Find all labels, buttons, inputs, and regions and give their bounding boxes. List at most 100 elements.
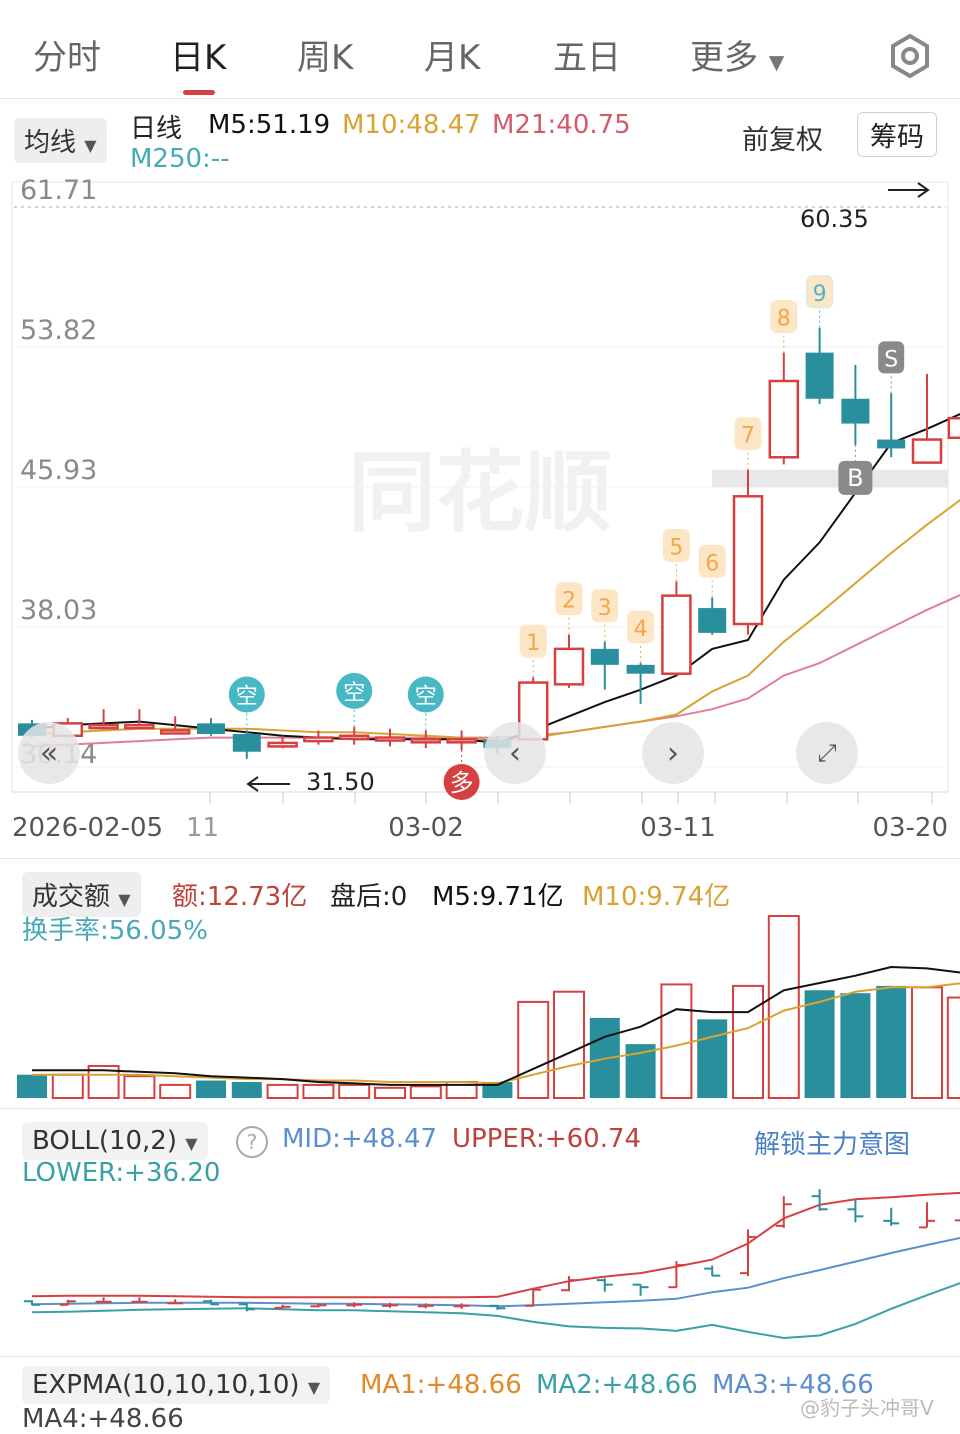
boll-lower-value: LOWER:+36.20 <box>22 1158 221 1188</box>
candle-body <box>698 608 727 633</box>
panel-divider <box>0 1356 960 1357</box>
candle-body <box>446 738 477 744</box>
high-price-label: 60.35 <box>800 205 869 233</box>
signal-tag-label: 空 <box>415 684 437 709</box>
support-band <box>712 469 948 488</box>
tab-weekly-k[interactable]: 周K <box>297 38 354 78</box>
volume-bar <box>196 1080 226 1098</box>
low-price-label: 31.50 <box>306 768 375 796</box>
signal-tag-bg <box>627 610 655 644</box>
volume-bar <box>302 1083 335 1099</box>
expma-ma2-value: MA2:+48.66 <box>536 1370 698 1400</box>
candle-body <box>877 439 906 449</box>
tab-daily-k[interactable]: 日K <box>170 38 227 78</box>
candle-body <box>124 723 155 730</box>
signal-tag-label: 7 <box>741 424 755 449</box>
signal-tag-bg <box>662 528 690 562</box>
volume-bar <box>338 1083 371 1099</box>
volume-m10-value: M10:9.74亿 <box>582 882 731 912</box>
boll-upper-value: UPPER:+60.74 <box>452 1124 642 1154</box>
x-tick-label: 03-20 <box>872 813 948 843</box>
m5-value: M5:51.19 <box>208 110 331 140</box>
tab-five-day[interactable]: 五日 <box>553 38 621 78</box>
volume-bar <box>51 1073 84 1099</box>
volume-m5-line <box>32 965 960 1086</box>
tab-more[interactable]: 更多 ▼ <box>690 30 784 79</box>
m21-line <box>31 594 960 748</box>
candle-body <box>553 647 585 686</box>
volume-bar <box>231 1081 262 1098</box>
signal-tag-bg <box>878 341 905 374</box>
turnover-value: 换手率:56.05% <box>22 910 208 947</box>
tab-more-label: 更多 <box>690 38 758 78</box>
ma-selector-label: 均线 <box>24 128 77 158</box>
panel-divider <box>0 858 960 859</box>
signal-tag-label: S <box>884 347 898 372</box>
volume-bar <box>553 990 585 1099</box>
boll-lower-line <box>31 1282 960 1340</box>
expma-ma3-value: MA3:+48.66 <box>712 1370 874 1400</box>
signal-tag-label: 3 <box>598 596 612 621</box>
volume-bar <box>767 915 800 1099</box>
candle-body <box>661 594 692 675</box>
fullscreen-icon[interactable]: ⤢ <box>796 722 858 784</box>
candle-body <box>732 495 764 626</box>
x-tick-label: 03-11 <box>640 813 716 843</box>
candle-body <box>232 734 261 752</box>
help-icon[interactable]: ? <box>236 1126 268 1158</box>
signal-tag-bg <box>806 275 834 309</box>
ma-selector[interactable]: 均线 ▼ <box>14 118 107 163</box>
y-tick-label: 45.93 <box>20 455 97 486</box>
chevron-right-icon[interactable]: › <box>642 722 704 784</box>
signal-tag-bg <box>228 676 265 713</box>
settings-icon[interactable] <box>886 32 934 80</box>
candle-body <box>805 352 834 399</box>
chevron-down-icon: ▼ <box>84 136 97 155</box>
signal-tag-label: 1 <box>526 631 540 656</box>
signal-tag-label: 多 <box>450 769 474 797</box>
m21-value: M21:40.75 <box>492 110 631 140</box>
x-tick-label: 03-02 <box>388 813 464 843</box>
volume-bar <box>123 1075 156 1100</box>
volume-bar <box>697 1019 728 1098</box>
signal-tag-label: 8 <box>777 307 791 332</box>
unlock-main-force-link[interactable]: 解锁主力意图 <box>754 1130 911 1160</box>
signal-tag-bg <box>838 460 873 495</box>
volume-bar <box>266 1083 299 1099</box>
watermark-credit: @豹子头冲哥V <box>800 1396 934 1420</box>
boll-chart <box>24 1189 960 1340</box>
boll-mid-line <box>31 1236 960 1308</box>
signal-tag-bg <box>407 676 444 713</box>
tab-intraday[interactable]: 分时 <box>33 38 101 78</box>
chips-button[interactable]: 筹码 <box>857 112 937 157</box>
m250-value: M250:-- <box>130 144 230 174</box>
volume-bar <box>482 1081 513 1098</box>
candle-body <box>338 734 370 741</box>
expma-selector[interactable]: EXPMA(10,10,10,10) ▼ <box>22 1366 331 1404</box>
signal-tag-bg <box>519 624 547 658</box>
candle-body <box>197 723 225 735</box>
panel-divider <box>0 1108 960 1109</box>
volume-selector[interactable]: 成交额 ▼ <box>22 872 141 917</box>
signal-tag-bg <box>698 544 726 578</box>
chevron-left-icon[interactable]: ‹ <box>484 722 546 784</box>
signal-tag-label: B <box>847 464 863 492</box>
candlestick-chart[interactable]: 61.7153.8245.9338.0330.14同花顺123456789SB空… <box>0 178 960 850</box>
double-chevron-left-icon[interactable]: « <box>18 722 80 784</box>
active-tab-indicator <box>183 90 215 95</box>
signal-tag-label: 2 <box>562 589 576 614</box>
signal-tag-bg <box>443 763 480 800</box>
candle-body <box>590 648 619 665</box>
volume-m5-value: M5:9.71亿 <box>432 882 564 912</box>
candle-body <box>303 736 334 743</box>
boll-selector[interactable]: BOLL(10,2) ▼ <box>22 1122 208 1160</box>
chevron-down-icon: ▼ <box>768 50 785 74</box>
signal-tag-bg <box>336 672 373 709</box>
tab-monthly-k[interactable]: 月K <box>424 38 481 78</box>
volume-bar <box>17 1074 47 1098</box>
candle-body <box>267 741 298 748</box>
expma-selector-label: EXPMA(10,10,10,10) <box>32 1370 300 1400</box>
period-label: 日线 <box>130 114 183 144</box>
adjust-button[interactable]: 前复权 <box>742 125 823 156</box>
watermark-logo: 同花顺 <box>348 441 612 544</box>
